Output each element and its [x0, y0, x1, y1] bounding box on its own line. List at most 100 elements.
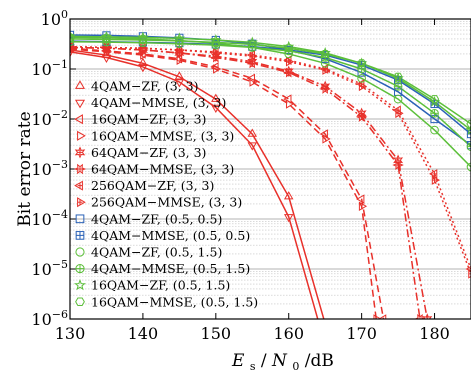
y-tick-label: 10−6: [31, 308, 68, 329]
legend-entry: 4QAM−ZF, (0.5, 0.5): [75, 211, 222, 226]
marker-tri-right: [358, 81, 368, 92]
marker-star: [246, 36, 258, 48]
x-label-slash: /: [261, 351, 267, 371]
marker-star: [173, 32, 185, 44]
marker-six-star-r: [355, 111, 368, 122]
legend-label: 4QAM−MMSE, (3, 3): [91, 95, 226, 110]
marker-circle-plus: [430, 108, 439, 118]
marker-triangle-down: [211, 104, 221, 113]
marker-triangle-down: [247, 142, 258, 151]
marker-star: [74, 278, 86, 291]
marker-star: [319, 46, 331, 58]
marker-triangle-up: [74, 80, 86, 89]
y-tick-label: 10−2: [31, 108, 68, 129]
series-line: [70, 47, 385, 319]
x-tick-label: 130: [55, 324, 86, 343]
marker-tri-right: [395, 108, 404, 119]
marker-triangle-right: [322, 134, 331, 144]
marker-tri-right: [285, 56, 295, 67]
marker-circle-plus: [75, 264, 85, 274]
legend-label: 64QAM−ZF, (3, 3): [91, 145, 206, 160]
legend-label: 4QAM−ZF, (0.5, 0.5): [91, 211, 222, 226]
marker-tri-right: [249, 51, 258, 61]
x-tick-label: 150: [201, 324, 232, 343]
marker-tri-right: [213, 48, 222, 58]
x-tick-label: 160: [273, 324, 304, 343]
marker-six-star-r: [414, 314, 426, 319]
marker-star: [100, 30, 113, 42]
series-line: [70, 36, 471, 168]
marker-star: [70, 30, 76, 42]
legend-label: 16QAM−MMSE, (3, 3): [91, 128, 234, 143]
marker-triangle-down: [101, 54, 112, 63]
marker-triangle-down: [174, 79, 185, 88]
legend: 4QAM−ZF, (3, 3)4QAM−MMSE, (3, 3) 16QAM−ZF…: [73, 79, 258, 309]
grid: [70, 20, 471, 320]
marker-triangle-right: [358, 201, 368, 211]
marker-triangle-right: [176, 55, 185, 65]
marker-hexagon: [138, 36, 148, 45]
marker-six-star: [74, 146, 86, 159]
marker-circle: [357, 74, 366, 83]
marker-star: [283, 40, 295, 52]
marker-triangle-down: [283, 214, 294, 223]
marker-triangle-down: [138, 64, 148, 73]
y-axis-label: Bit error rate: [15, 111, 35, 226]
legend-entry: 16QAM−ZF, (3, 3): [74, 112, 206, 127]
marker-triangle-up: [211, 93, 221, 102]
marker-six-star-r: [73, 163, 87, 175]
marker-triangle-right: [285, 99, 295, 109]
series-line: [70, 45, 471, 275]
y-tick-label: 10−5: [31, 258, 68, 279]
marker-tri-left: [429, 169, 438, 179]
legend-label: 4QAM−MMSE, (0.5, 1.5): [91, 261, 250, 276]
marker-hexagon: [75, 297, 85, 307]
marker-star: [465, 124, 471, 135]
legend-entry: 16QAM−MMSE, (0.5, 1.5): [75, 294, 258, 309]
marker-triangle-up: [138, 57, 148, 67]
legend-label: 16QAM−ZF, (3, 3): [91, 112, 206, 127]
series-line: [70, 48, 377, 319]
legend-entry: 4QAM−MMSE, (0.5, 1.5): [75, 261, 250, 276]
series-line: [70, 41, 471, 148]
legend-label: 4QAM−MMSE, (0.5, 0.5): [91, 228, 250, 243]
marker-circle: [75, 247, 85, 257]
marker-hexagon: [211, 38, 221, 47]
legend-entry: 256QAM−ZF, (3, 3): [74, 178, 214, 193]
marker-hexagon: [320, 49, 330, 58]
marker-square: [75, 214, 85, 224]
y-tick-label: 100: [41, 8, 68, 29]
marker-six-star-r: [392, 160, 404, 171]
marker-tri-right: [77, 197, 86, 208]
legend-label: 256QAM−ZF, (3, 3): [91, 178, 214, 193]
legend-label: 4QAM−ZF, (3, 3): [91, 79, 198, 94]
marker-triangle-up: [247, 128, 258, 137]
marker-hexagon: [247, 40, 257, 49]
marker-triangle-right: [77, 130, 86, 141]
marker-star: [210, 34, 222, 45]
x-tick-label: 140: [128, 324, 159, 343]
legend-entry: 4QAM−ZF, (0.5, 1.5): [75, 245, 222, 260]
marker-circle: [430, 125, 439, 135]
legend-entry: 256QAM−MMSE, (3, 3): [77, 195, 242, 210]
marker-triangle-right: [249, 77, 258, 87]
marker-hexagon: [393, 72, 403, 81]
marker-triangle-up: [174, 71, 185, 80]
marker-triangle-down: [74, 99, 86, 109]
legend-entry: 4QAM−MMSE, (0.5, 0.5): [75, 228, 250, 243]
x-label-n: N: [271, 351, 288, 371]
y-tick-label: 10−4: [31, 208, 68, 229]
x-axis-label: E s / N 0 /dB: [231, 351, 334, 374]
marker-triangle-right: [373, 314, 382, 319]
marker-six-star-r: [319, 83, 331, 94]
marker-six-star-r: [282, 67, 295, 78]
marker-tri-right: [431, 175, 441, 185]
series-line: [70, 35, 471, 131]
marker-triangle-up: [283, 191, 294, 200]
x-label-zero-sub: 0: [292, 360, 299, 373]
legend-label: 64QAM−MMSE, (3, 3): [91, 162, 234, 177]
series-line: [70, 49, 325, 319]
marker-triangle-left: [356, 194, 365, 204]
marker-tri-left: [74, 180, 83, 191]
